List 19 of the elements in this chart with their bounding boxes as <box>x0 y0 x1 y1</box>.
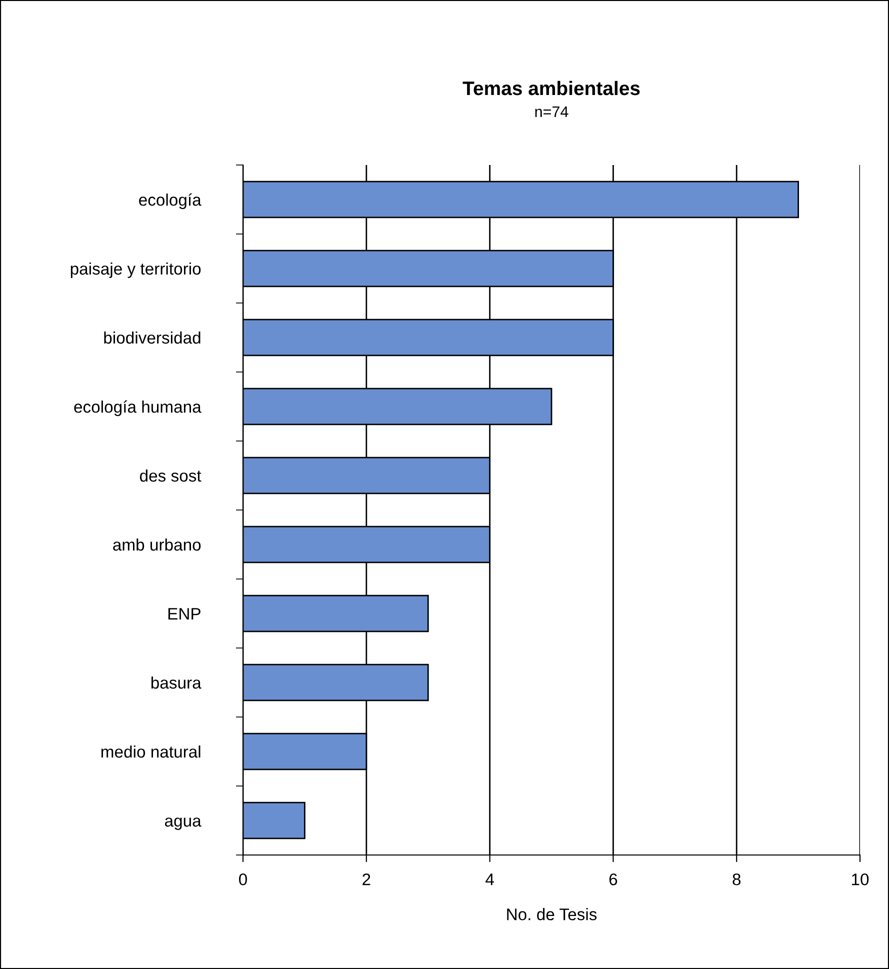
y-tick-label: agua <box>164 818 202 830</box>
y-tick-label: ecología humana <box>74 400 202 416</box>
y-tick-label: ENP <box>168 608 200 620</box>
x-tick-label: 10 <box>852 873 869 886</box>
y-tick-label: ecología <box>139 193 202 210</box>
x-tick-label: 4 <box>486 874 494 886</box>
x-axis-title: No. de Tesis <box>507 908 597 920</box>
y-tick-label: paisaje y territorio <box>70 262 201 278</box>
x-tick-label: 2 <box>362 873 370 886</box>
x-tick-label: 8 <box>732 873 741 886</box>
x-tick-label: 0 <box>239 873 247 886</box>
y-tick-label: des sost <box>140 469 202 482</box>
y-tick-label: biodiversidad <box>104 331 200 344</box>
y-tick-label: amb urbano <box>113 538 201 551</box>
x-tick-label: 6 <box>609 873 618 886</box>
chart-subtitle: n=74 <box>535 106 568 117</box>
chart-title: Temas ambientales <box>462 80 640 96</box>
y-tick-label: basura <box>151 676 202 689</box>
y-tick-label: medio natural <box>101 745 200 758</box>
